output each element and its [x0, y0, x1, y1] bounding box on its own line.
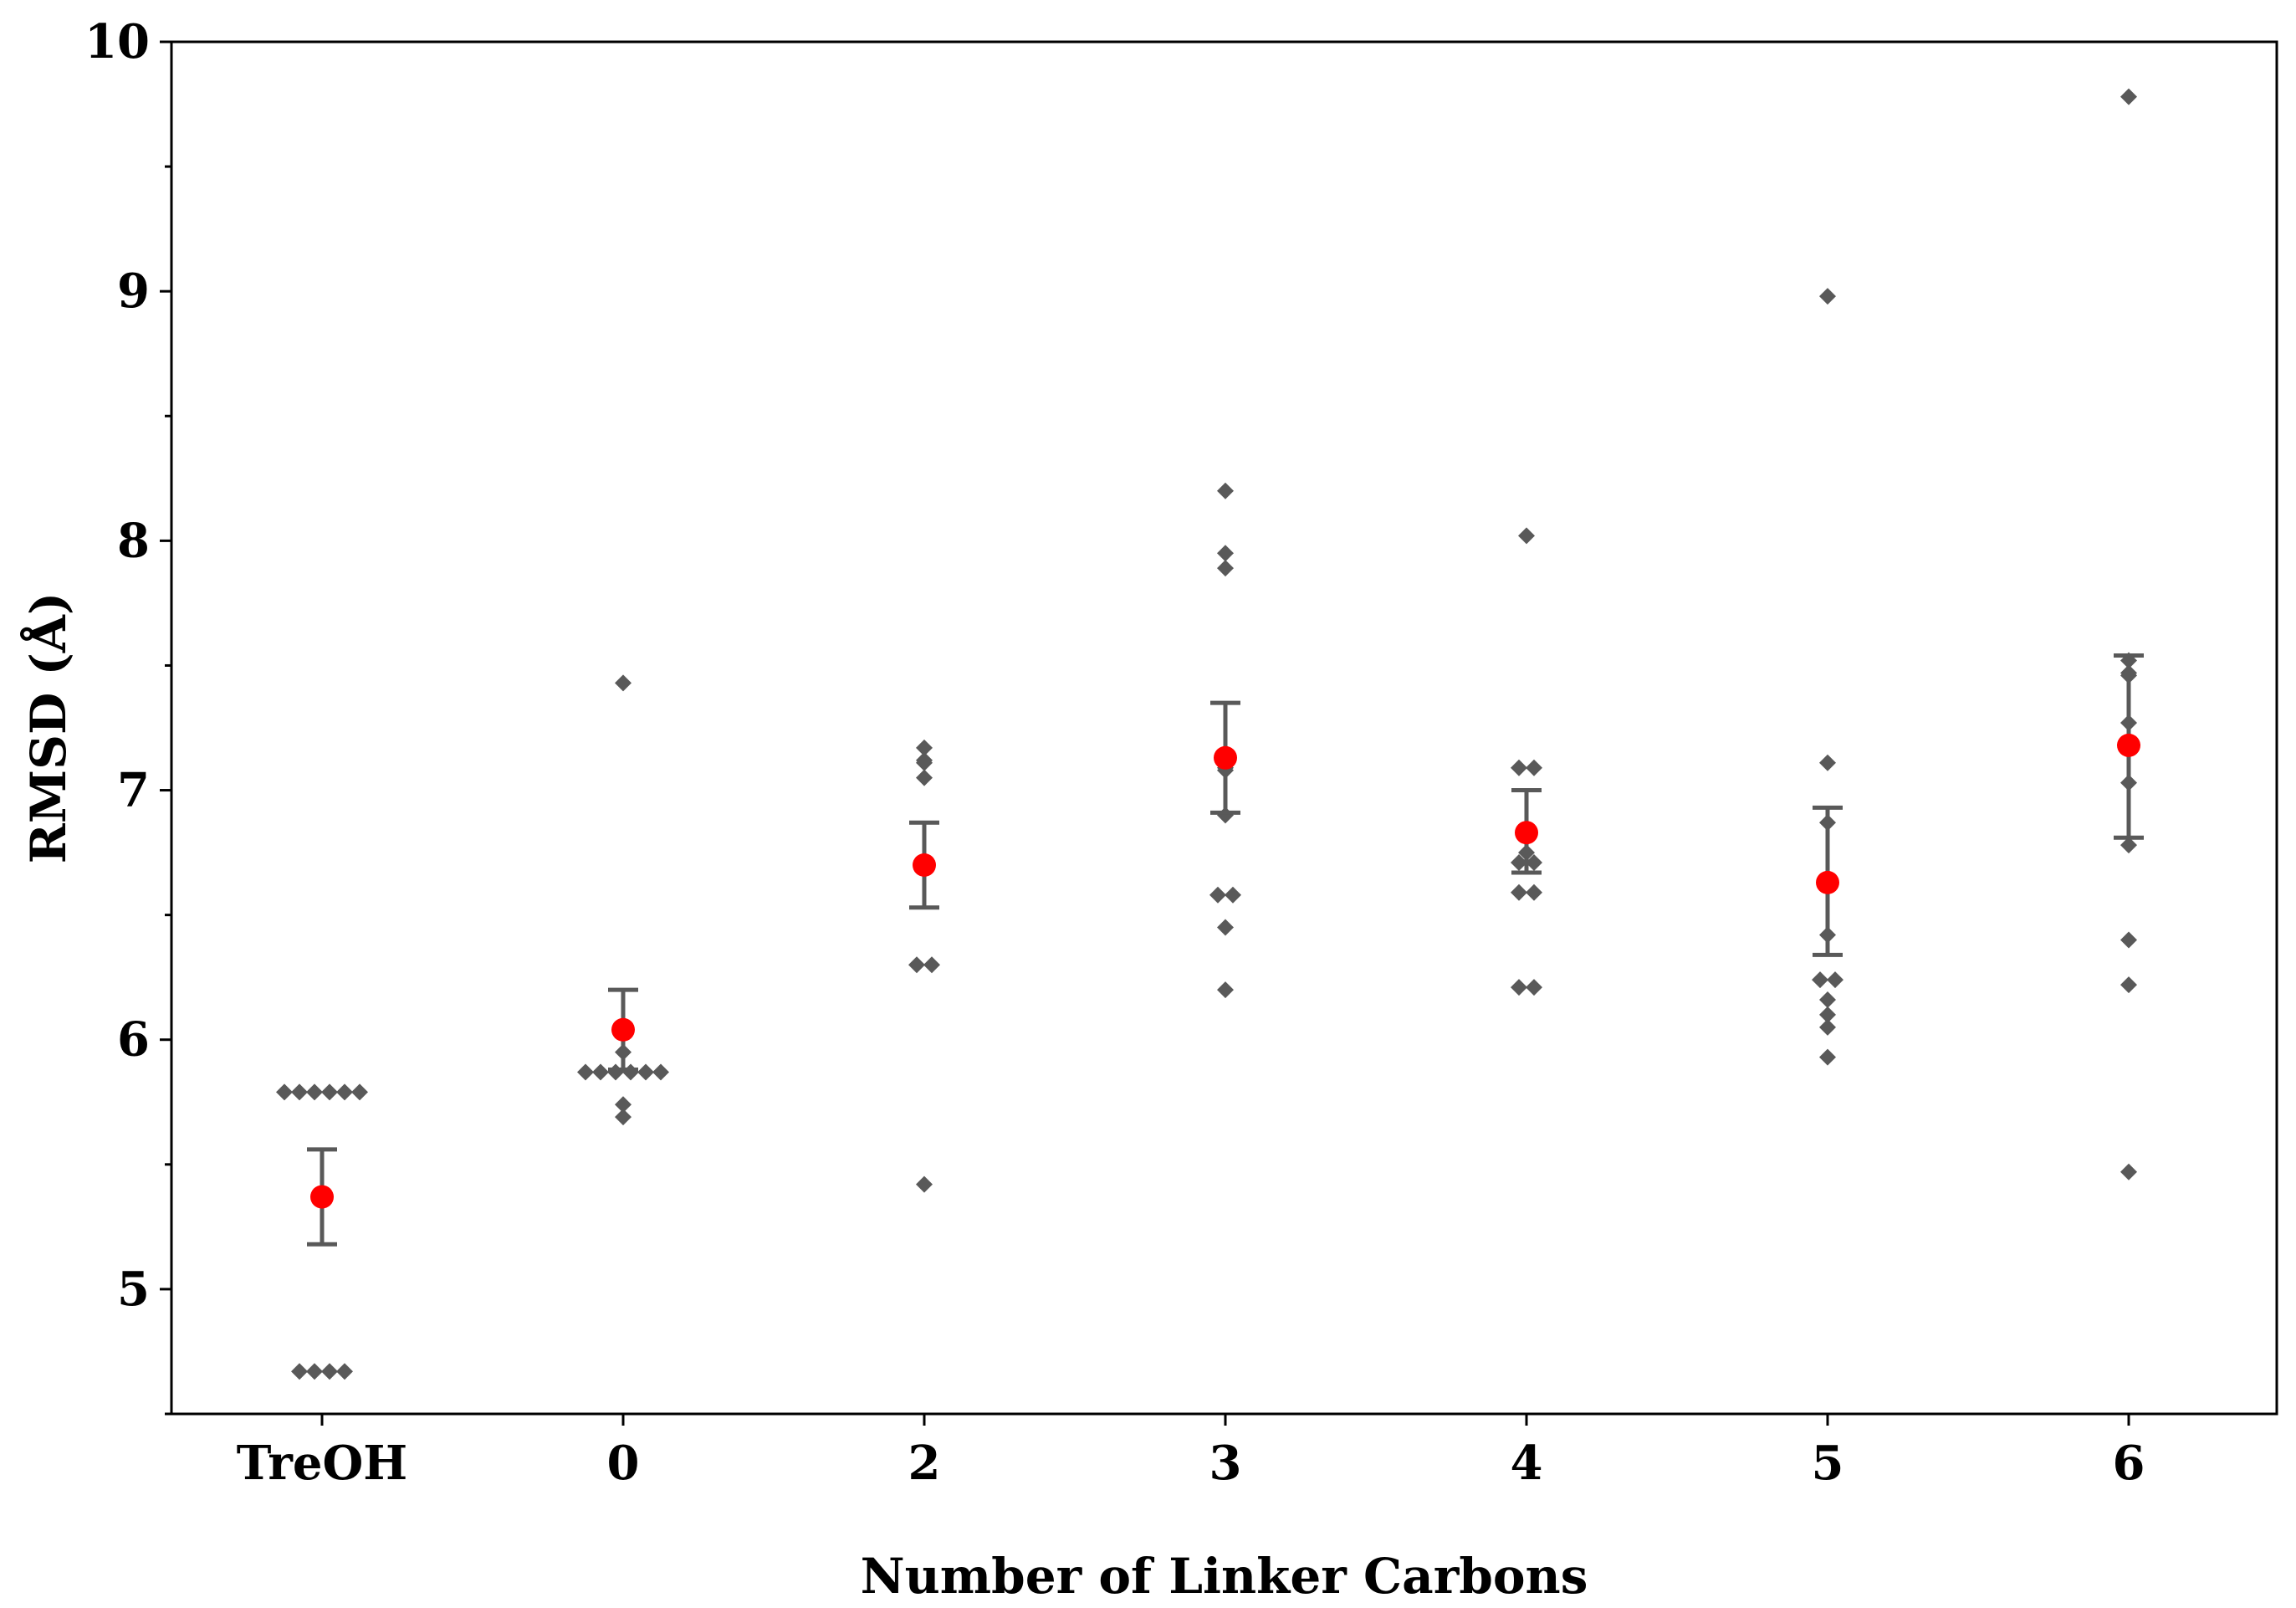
x-tick-label: 0 [607, 1436, 640, 1491]
x-tick-label: TreOH [237, 1436, 407, 1491]
data-point [1217, 919, 1234, 936]
error-bars [307, 653, 2144, 1247]
mean-marker [1214, 745, 1237, 770]
data-point [2120, 1163, 2137, 1180]
mean-marker [913, 853, 936, 877]
data-point [2120, 976, 2137, 994]
data-point [923, 956, 940, 974]
data-point [1217, 981, 1234, 999]
data-point [336, 1083, 353, 1101]
x-tick-label: 5 [1812, 1436, 1844, 1491]
data-point [1511, 759, 1527, 776]
data-point [276, 1083, 293, 1101]
data-point [2120, 88, 2137, 105]
y-tick-label: 5 [117, 1262, 150, 1317]
data-point [916, 1175, 933, 1193]
data-point [615, 674, 632, 692]
data-point [336, 1363, 353, 1380]
data-point [1526, 979, 1542, 996]
data-point [652, 1063, 669, 1081]
data-point [908, 956, 925, 974]
x-axis-title: Number of Linker Carbons [861, 1548, 1588, 1605]
data-point [351, 1083, 368, 1101]
y-tick-label: 8 [117, 513, 150, 568]
x-tick-label: 4 [1511, 1436, 1543, 1491]
data-point [291, 1083, 308, 1101]
data-point [1209, 886, 1226, 904]
mean-marker [1816, 870, 1839, 894]
data-point [321, 1083, 338, 1101]
y-tick-label: 9 [117, 264, 150, 319]
x-tick-label: 2 [908, 1436, 941, 1491]
data-point [306, 1363, 323, 1380]
data-point [1819, 991, 1836, 1009]
data-point [1511, 979, 1527, 996]
x-tick-label: 3 [1209, 1436, 1242, 1491]
data-point [1225, 886, 1241, 904]
data-point [1526, 883, 1542, 901]
data-point [592, 1063, 609, 1081]
data-point [321, 1363, 338, 1380]
data-point [916, 754, 933, 771]
data-point [637, 1063, 654, 1081]
data-point [2120, 837, 2137, 854]
data-point [2120, 931, 2137, 949]
mean-markers [310, 733, 2140, 1209]
data-point [1217, 482, 1234, 499]
data-point [1819, 1006, 1836, 1023]
data-point [1526, 759, 1542, 776]
data-point [1819, 754, 1836, 771]
y-axis-title: RMSD (Å) [20, 592, 77, 864]
mean-marker [310, 1185, 334, 1209]
data-point [1827, 971, 1843, 989]
y-tick-label: 7 [117, 763, 150, 818]
data-point [1819, 288, 1836, 305]
data-point [1511, 854, 1527, 872]
data-point [1217, 560, 1234, 577]
x-tick-label: 6 [2113, 1436, 2145, 1491]
data-point [615, 1109, 632, 1126]
x-axis: TreOH 0 2 3 4 5 6 [237, 1414, 2145, 1491]
data-point [306, 1083, 323, 1101]
data-point [1518, 527, 1535, 545]
data-point [1511, 883, 1527, 901]
data-point [1526, 854, 1542, 872]
data-point [1819, 1048, 1836, 1066]
y-axis: 5 6 7 8 9 10 [84, 14, 171, 1416]
data-point [1819, 1018, 1836, 1036]
data-point [615, 1096, 632, 1114]
mean-marker [1515, 821, 1538, 845]
y-tick-label: 6 [117, 1012, 150, 1068]
data-point [1217, 545, 1234, 562]
y-tick-label: 10 [84, 14, 150, 69]
data-point [916, 769, 933, 786]
mean-marker [611, 1017, 635, 1042]
data-point [291, 1363, 308, 1380]
data-point [1812, 971, 1828, 989]
data-point [577, 1063, 594, 1081]
mean-marker [2117, 733, 2140, 757]
data-points [276, 88, 2137, 1380]
data-point [916, 739, 933, 756]
